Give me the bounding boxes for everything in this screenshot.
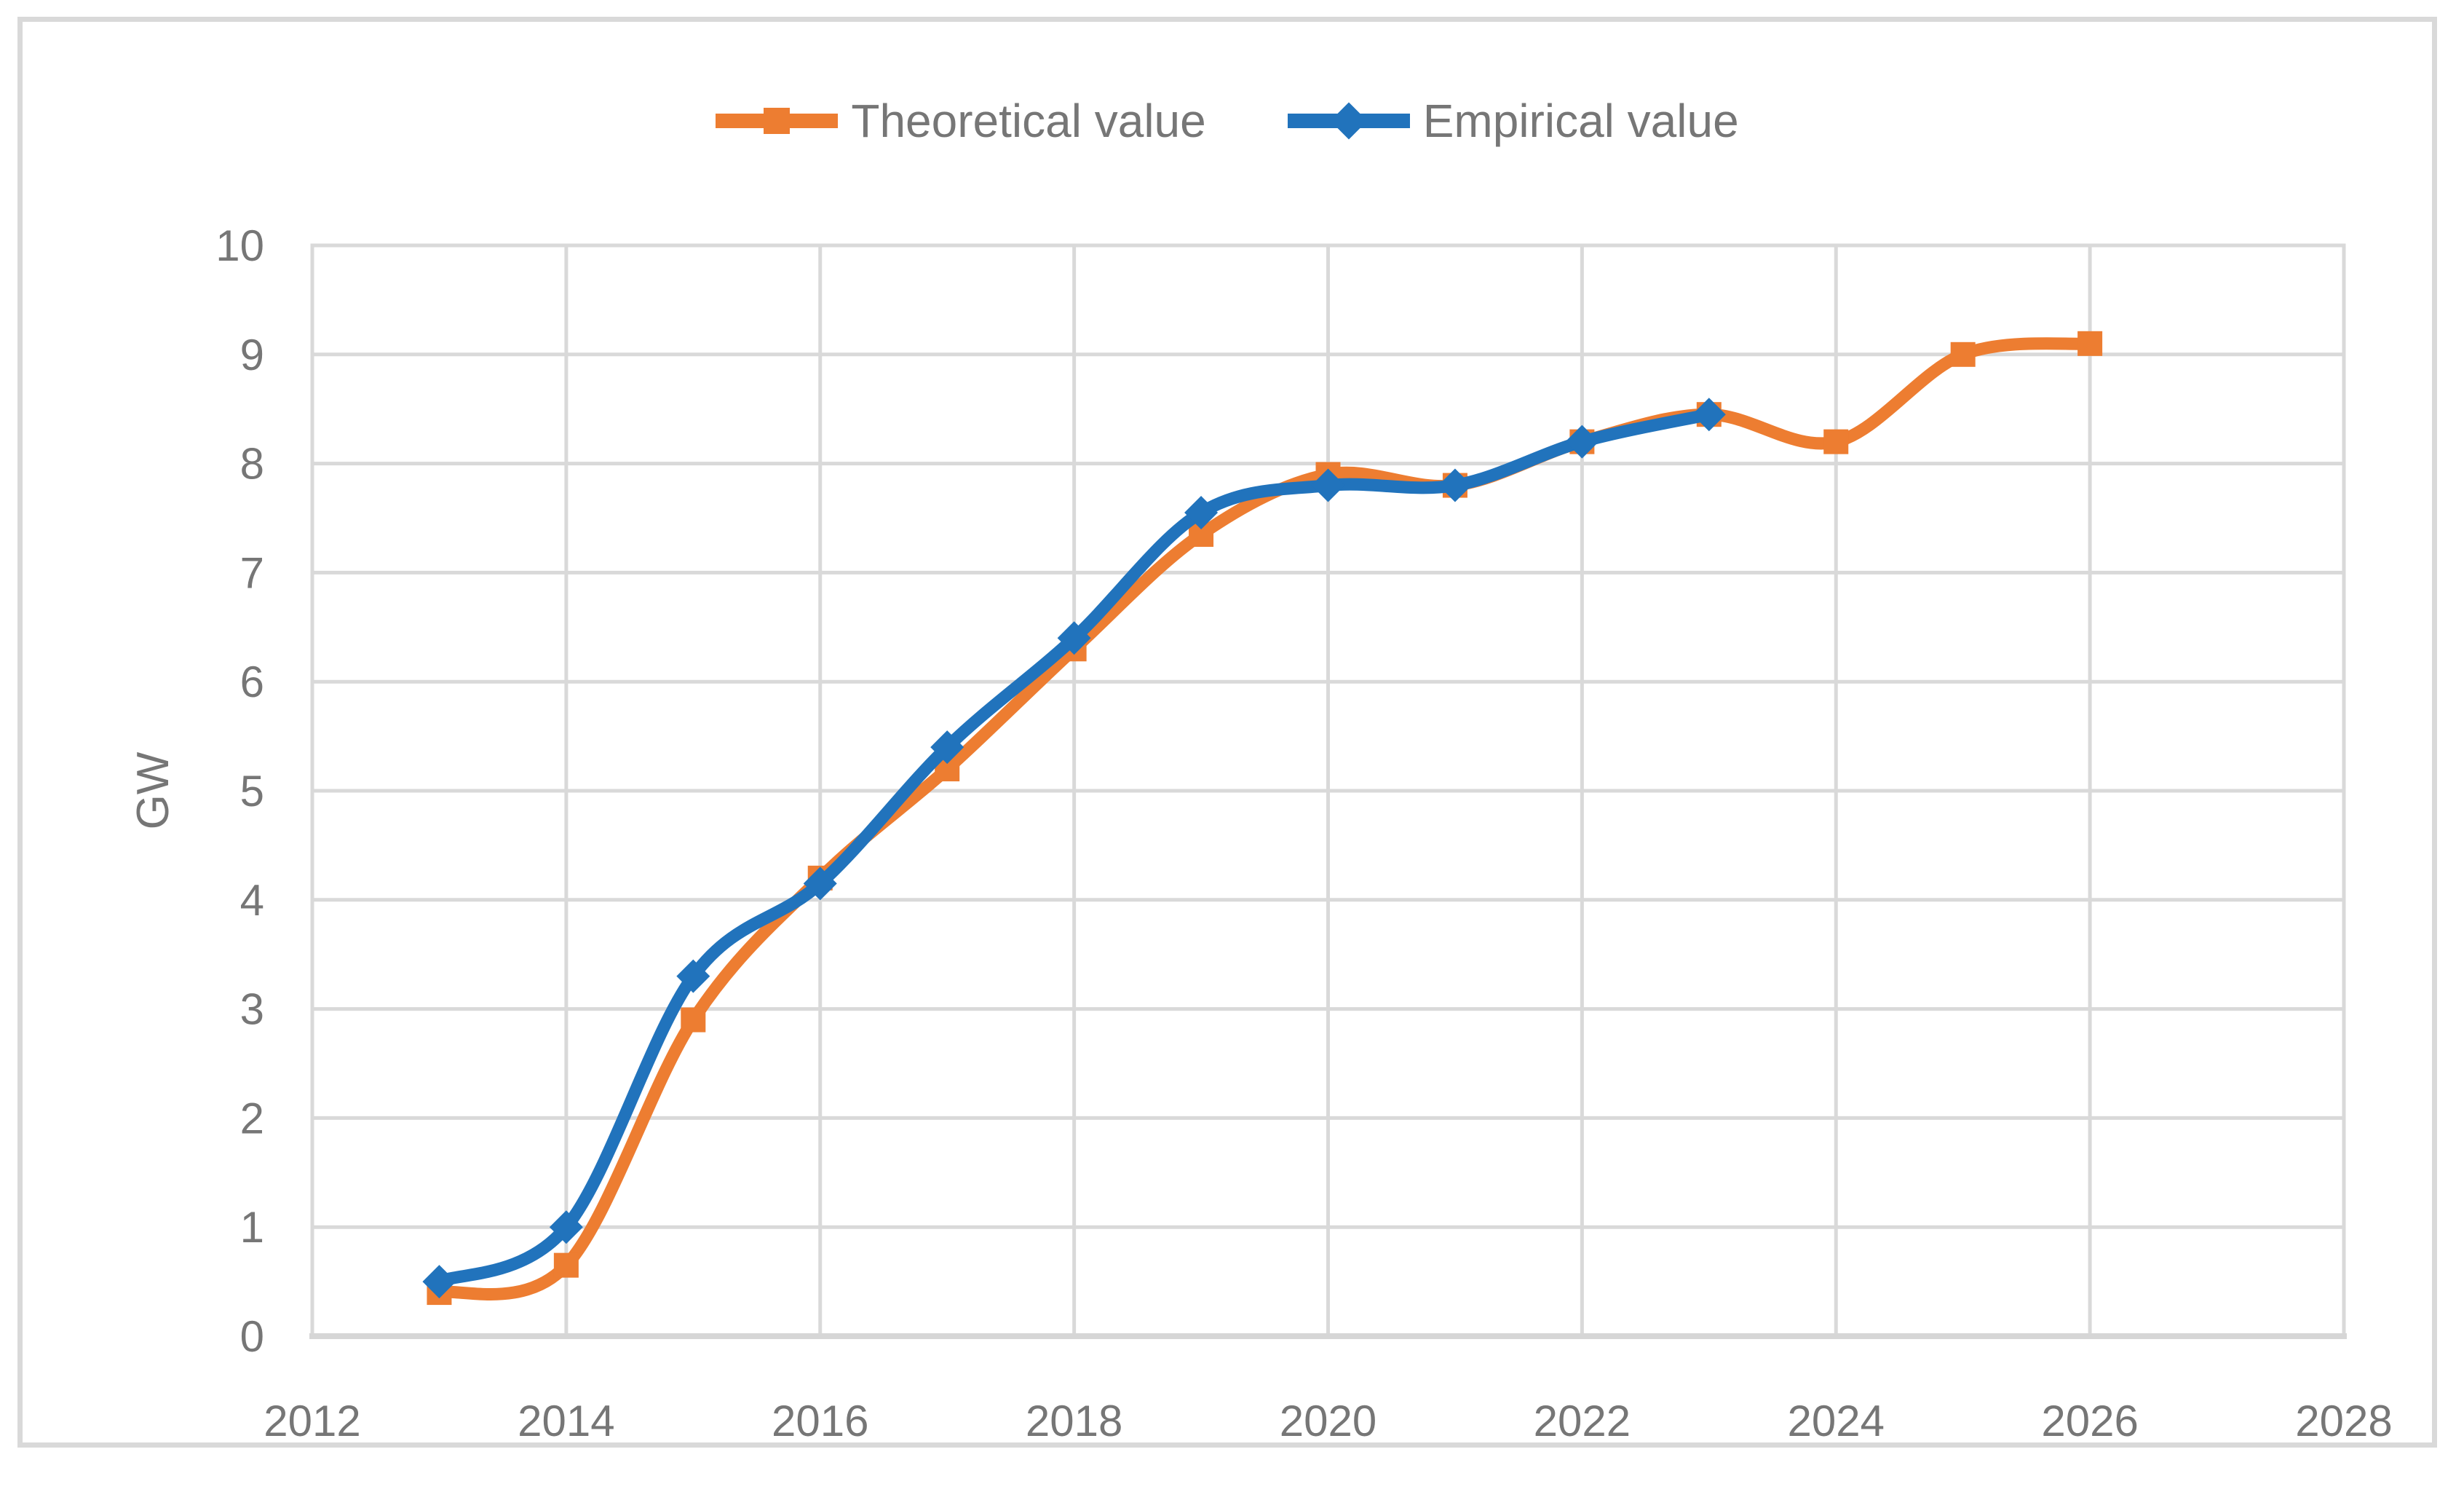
x-tick-label: 2026 [2041,1397,2138,1445]
series-empirical-marker [549,1210,583,1244]
series-theoretical-marker [553,1252,579,1278]
legend-swatch-empirical [1287,102,1410,140]
legend-label-empirical: Empirical value [1422,95,1739,147]
y-tick-label: 5 [240,767,264,816]
series-theoretical-marker [2077,331,2103,356]
x-tick-label: 2016 [772,1397,868,1445]
y-tick-label: 8 [240,440,264,489]
x-tick-label: 2018 [1026,1397,1122,1445]
series-empirical-marker [676,959,710,993]
y-tick-label: 10 [215,221,264,270]
x-tick-label: 2014 [518,1397,614,1445]
y-tick-label: 9 [240,331,264,379]
series-empirical-marker [803,867,837,901]
square-marker-icon [764,108,791,134]
series-theoretical-marker [681,1007,706,1033]
y-tick-label: 2 [240,1094,264,1142]
chart-plot-area: 0 1 2 3 4 5 6 7 8 9 10 2012 2014 2016 2018 2020 2022 2024… [128,221,2393,1445]
series-empirical-marker [1311,468,1345,502]
series-empirical-marker [1057,621,1091,655]
legend: Theoretical value Empirical value [23,98,2432,144]
legend-swatch-theoretical [716,102,839,140]
x-tick-label: 2020 [1280,1397,1376,1445]
series-empirical-marker [1184,496,1219,530]
series-empirical-marker [1565,425,1599,459]
y-tick-label: 0 [240,1312,264,1361]
y-tick-label: 1 [240,1203,264,1252]
series-theoretical-marker [1950,342,1976,367]
x-tick-label: 2022 [1534,1397,1631,1445]
series-empirical-marker [930,730,964,765]
chart-figure: 0 1 2 3 4 5 6 7 8 9 10 2012 2014 2016 2018 2020 2022 2024… [17,17,2437,1448]
legend-item-empirical: Empirical value [1287,95,1739,147]
x-tick-label: 2028 [2295,1397,2392,1445]
series-empirical-marker [422,1265,456,1299]
legend-label-theoretical: Theoretical value [851,95,1206,147]
series-theoretical-marker [1823,429,1849,454]
y-tick-label: 7 [240,548,264,597]
y-tick-label: 3 [240,985,264,1034]
diamond-marker-icon [1330,102,1368,140]
series-empirical-marker [1692,398,1726,432]
y-axis-title: GW [128,751,178,829]
y-tick-label: 6 [240,658,264,706]
legend-item-theoretical: Theoretical value [716,95,1206,147]
series-empirical-line [432,408,1716,1288]
y-tick-label: 4 [240,876,264,925]
series-empirical-marker [1438,468,1472,502]
x-tick-label: 2024 [1788,1397,1885,1445]
x-tick-label: 2012 [264,1397,360,1445]
